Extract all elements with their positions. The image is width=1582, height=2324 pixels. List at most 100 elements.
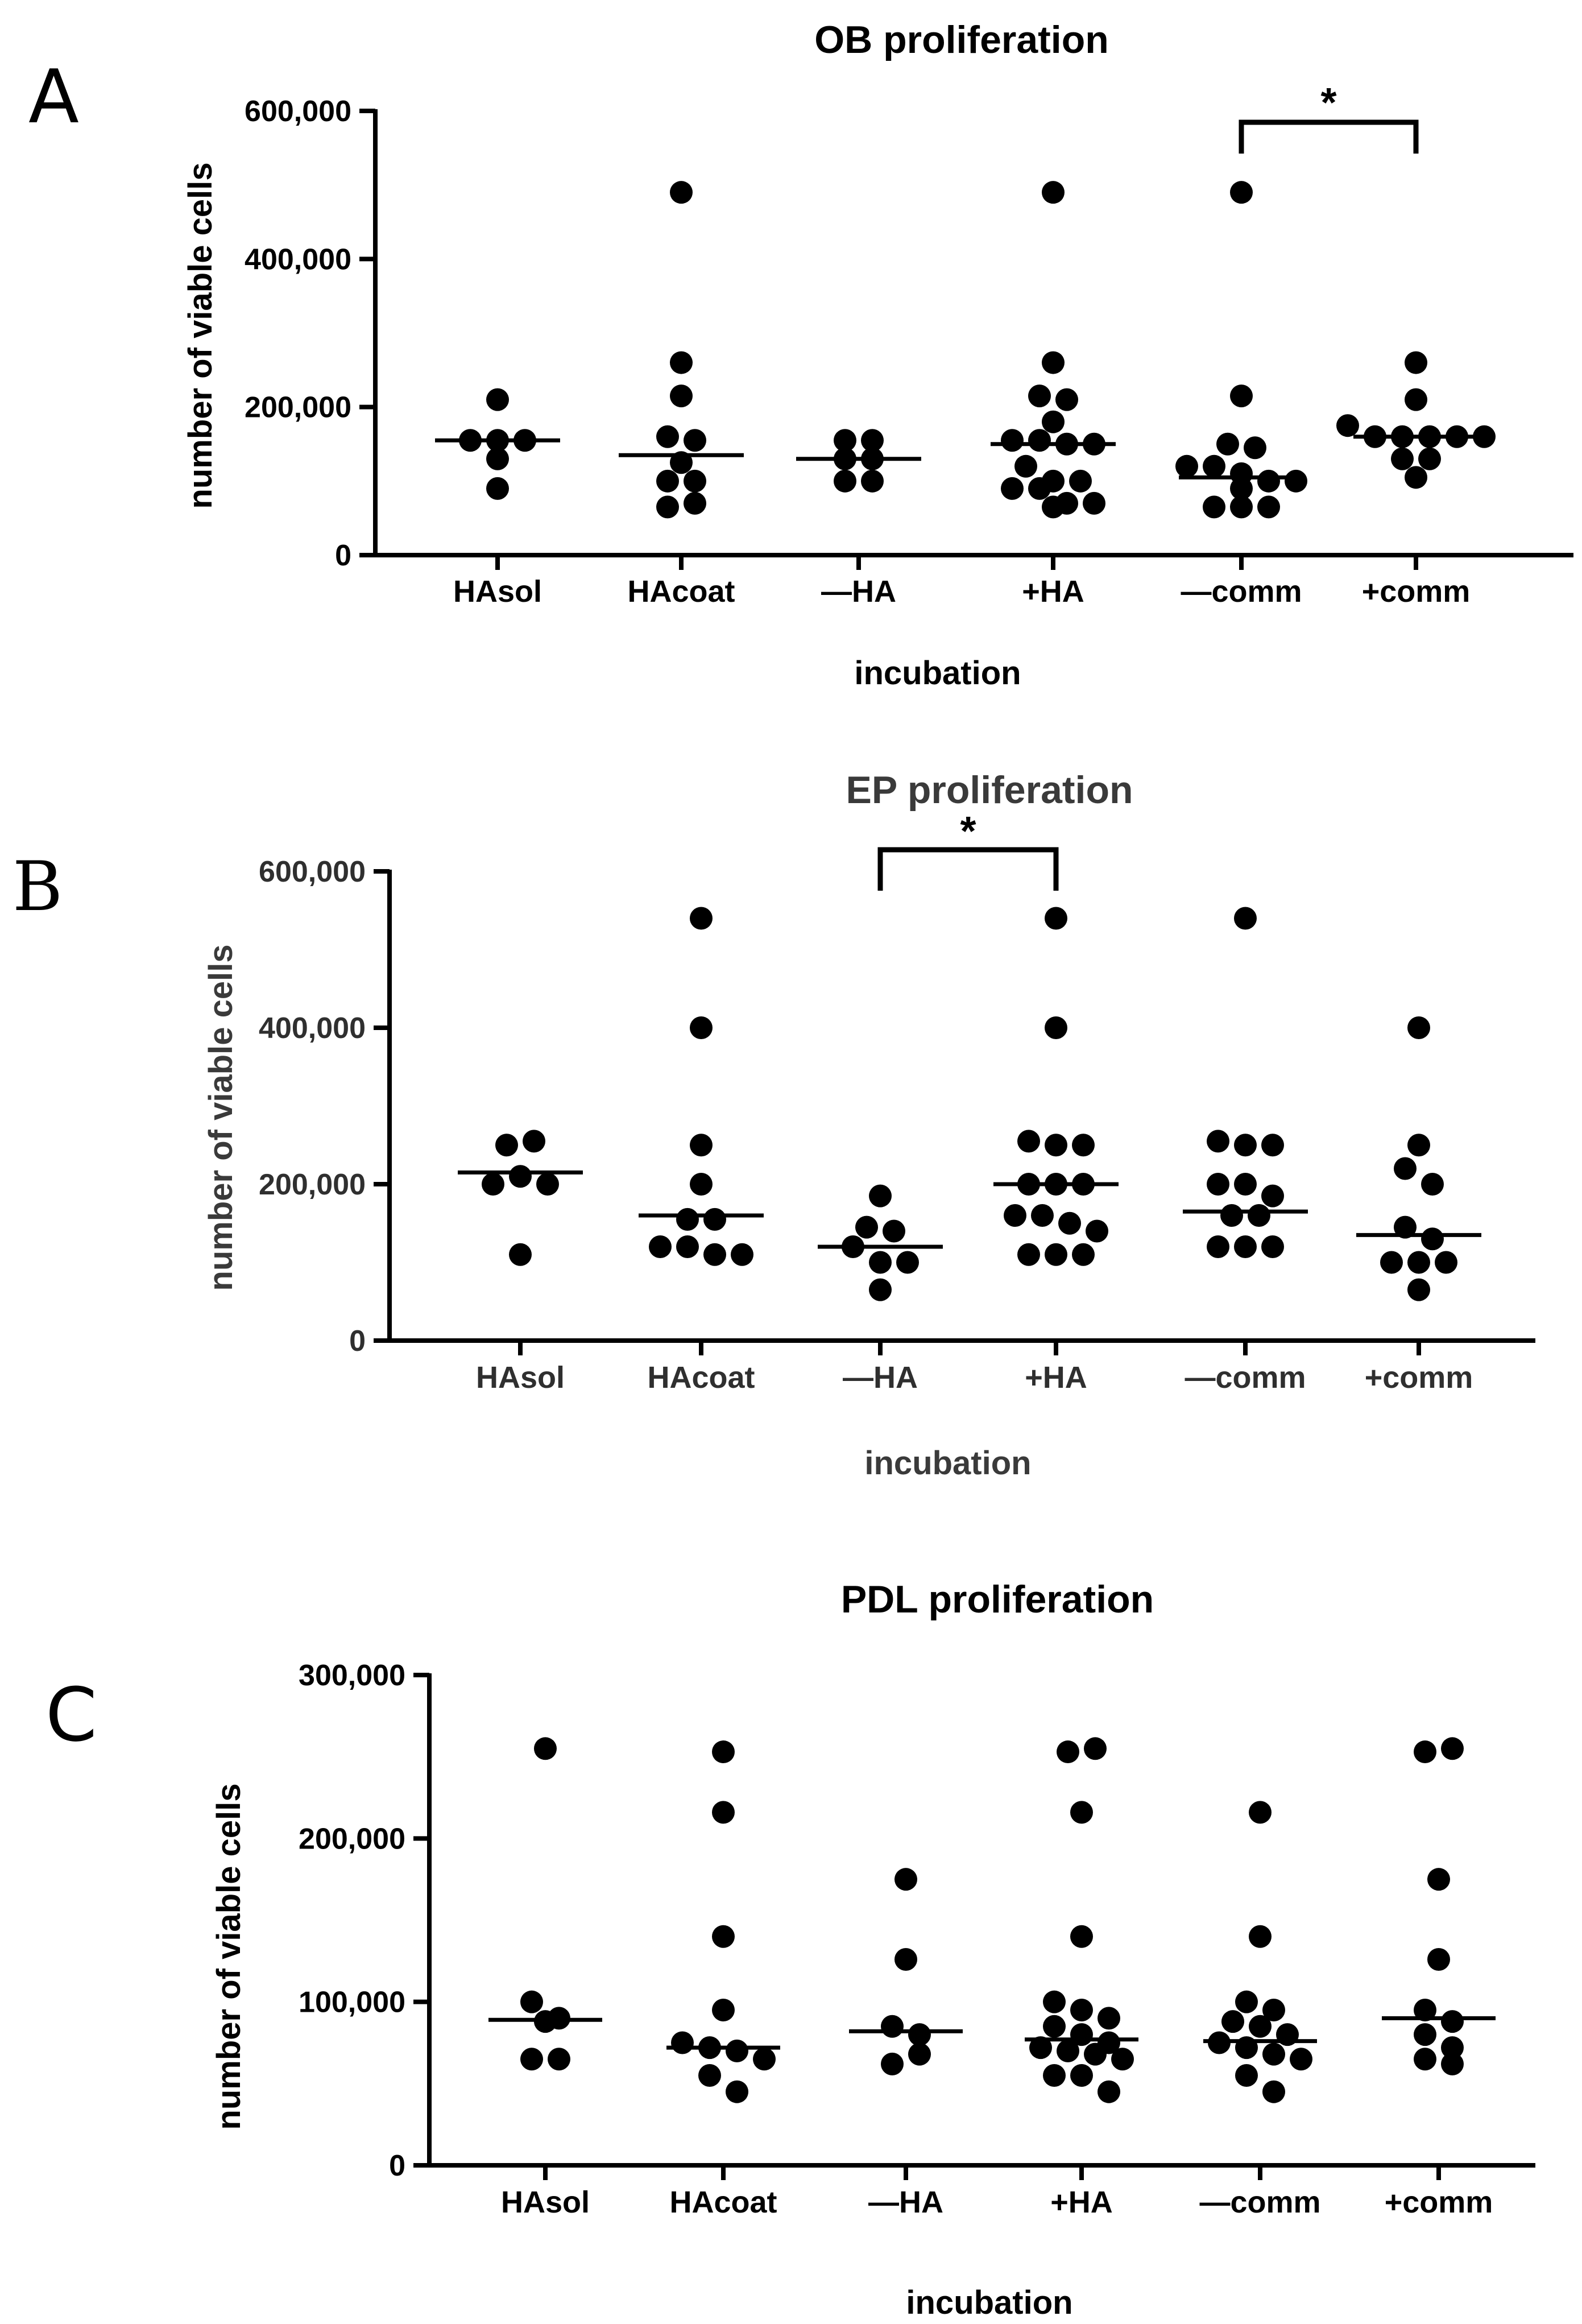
- data-point: [881, 2052, 904, 2075]
- data-point: [1083, 491, 1105, 515]
- data-point: [1234, 1235, 1257, 1258]
- data-point: [1407, 1251, 1430, 1274]
- data-point: [834, 469, 856, 493]
- data-point: [656, 469, 679, 493]
- y-tick-label: 400,000: [259, 1012, 366, 1045]
- data-point: [656, 495, 679, 519]
- data-point: [1421, 1227, 1444, 1251]
- x-tick-label: HAsol: [453, 574, 542, 609]
- data-point: [1043, 1990, 1066, 2013]
- data-point: [1216, 432, 1239, 456]
- data-point: [495, 1134, 518, 1157]
- data-point: [1207, 1235, 1229, 1258]
- data-point: [1043, 2064, 1066, 2087]
- data-point: [1394, 1215, 1417, 1239]
- data-point: [908, 2042, 931, 2066]
- data-point: [1262, 1999, 1285, 2022]
- data-point: [1042, 181, 1065, 204]
- chart-title: EP proliferation: [846, 768, 1133, 812]
- data-point: [753, 2048, 776, 2071]
- data-point: [684, 469, 706, 493]
- data-point: [855, 1215, 878, 1239]
- x-tick-label: HAsol: [476, 1361, 565, 1395]
- data-point: [726, 2039, 748, 2062]
- chart-title: OB proliferation: [814, 18, 1109, 61]
- data-point: [1407, 1134, 1430, 1157]
- data-point: [1249, 2015, 1272, 2038]
- data-point: [1098, 2007, 1120, 2030]
- data-point: [1414, 1740, 1436, 1764]
- data-point: [1017, 1243, 1040, 1266]
- significance-star: *: [1320, 80, 1336, 126]
- data-point: [834, 429, 856, 452]
- chart-panel-a: OB proliferation number of viable cells …: [182, 18, 1573, 692]
- y-tick-label: 300,000: [299, 1659, 405, 1692]
- x-tick-label: —comm: [1181, 574, 1302, 609]
- x-tick-label: —HA: [843, 1361, 918, 1395]
- data-point: [1042, 410, 1065, 433]
- data-point: [1421, 1173, 1444, 1196]
- data-point: [1014, 454, 1037, 478]
- y-axis-label: number of viable cells: [202, 944, 239, 1291]
- data-point: [676, 1235, 699, 1258]
- y-tick-label: 0: [389, 2149, 405, 2182]
- data-point: [726, 2080, 748, 2103]
- data-point: [536, 1173, 559, 1196]
- data-point: [1427, 1868, 1450, 1891]
- data-point: [1234, 1173, 1257, 1196]
- data-point: [1249, 1801, 1272, 1824]
- chart-panel-b: EP proliferation number of viable cells …: [202, 768, 1535, 1482]
- x-tick-label: HAsol: [501, 2185, 590, 2219]
- y-tick-label: 100,000: [299, 1986, 405, 2019]
- data-point: [1045, 1016, 1067, 1039]
- x-tick-label: —comm: [1185, 1361, 1306, 1395]
- data-point: [1043, 2015, 1066, 2038]
- significance-bracket: [877, 847, 1059, 891]
- data-point: [482, 1173, 504, 1196]
- x-tick-label: HAcoat: [627, 574, 735, 609]
- data-point: [1414, 1999, 1436, 2022]
- x-tick-label: +HA: [1022, 574, 1084, 609]
- data-point: [1441, 2010, 1464, 2033]
- data-point: [1028, 477, 1051, 500]
- data-point: [1234, 907, 1257, 930]
- chart-title: PDL proliferation: [841, 1578, 1154, 1621]
- data-point: [1057, 2039, 1079, 2062]
- data-point: [1473, 425, 1496, 448]
- data-point: [1405, 466, 1427, 489]
- significance-star: *: [960, 809, 976, 854]
- data-point: [676, 1208, 699, 1231]
- data-point: [684, 429, 706, 452]
- data-point: [509, 1165, 532, 1188]
- data-point: [1414, 2048, 1436, 2071]
- y-axis-label: number of viable cells: [210, 1783, 247, 2129]
- data-point: [883, 1219, 905, 1243]
- data-point: [548, 2048, 570, 2071]
- data-point: [1207, 1130, 1229, 1153]
- data-point: [1042, 495, 1065, 519]
- x-tick-label: +HA: [1025, 1361, 1087, 1395]
- significance-bracket: [1239, 119, 1419, 154]
- data-point: [894, 1947, 917, 1971]
- data-point: [869, 1251, 892, 1274]
- data-point: [1070, 1801, 1093, 1824]
- x-axis-label: incubation: [906, 2284, 1072, 2321]
- data-point: [1070, 1999, 1093, 2022]
- y-tick-label: 0: [349, 1325, 366, 1358]
- data-point: [1230, 495, 1253, 519]
- panel-letter-a: A: [28, 53, 79, 140]
- x-axis-label: incubation: [864, 1445, 1031, 1482]
- data-point: [1004, 1204, 1026, 1227]
- data-point: [1057, 1740, 1079, 1764]
- data-point: [1234, 1134, 1257, 1157]
- data-point: [1086, 1219, 1108, 1243]
- chart-panel-c: PDL proliferation number of viable cells…: [210, 1578, 1535, 2321]
- data-point: [670, 181, 693, 204]
- data-point: [1203, 495, 1225, 519]
- data-point: [1001, 477, 1024, 500]
- data-point: [1111, 2048, 1134, 2071]
- data-point: [1262, 2080, 1285, 2103]
- x-tick-label: —HA: [821, 574, 896, 609]
- x-tick-label: —comm: [1199, 2185, 1320, 2219]
